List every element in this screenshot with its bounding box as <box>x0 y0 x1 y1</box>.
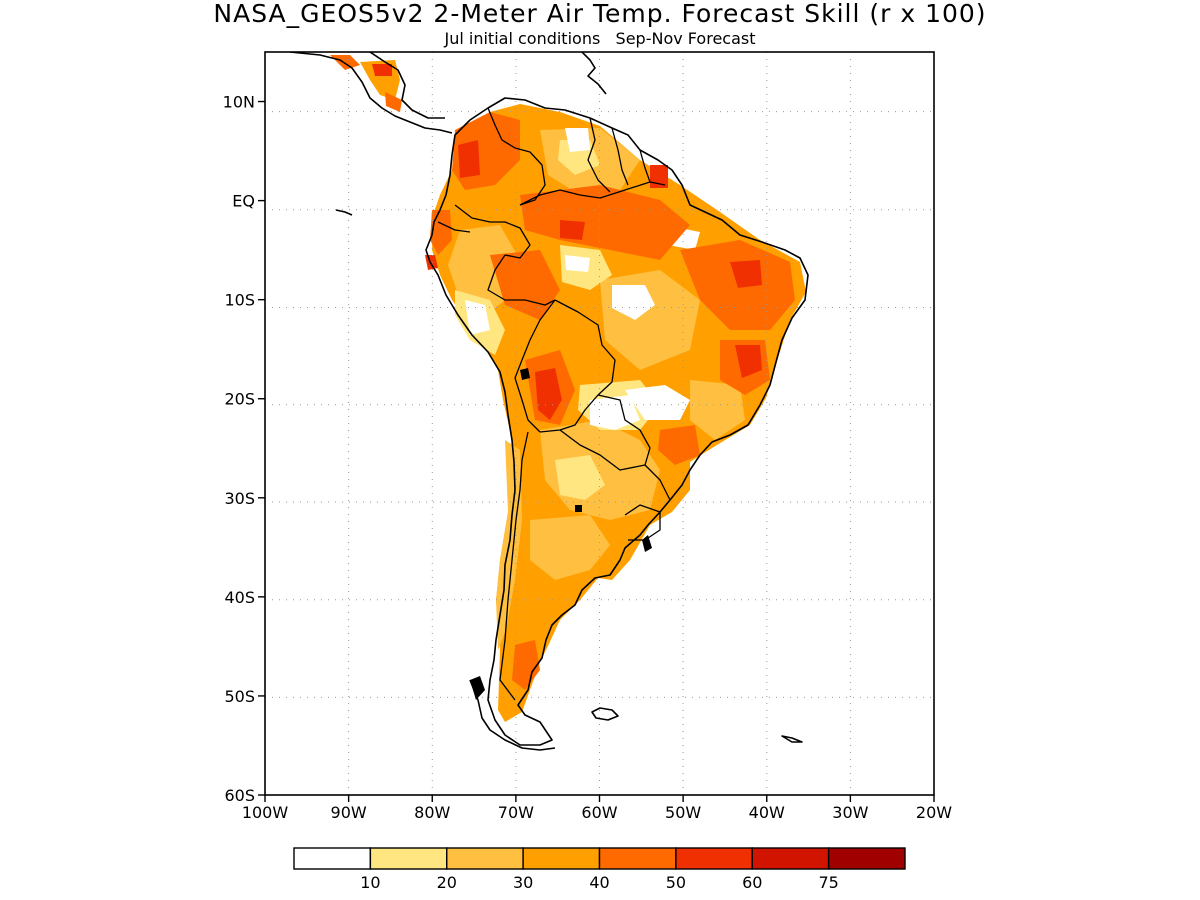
coastlines <box>289 52 809 751</box>
colorbar-legend: 10 20 30 40 50 60 75 <box>293 847 906 892</box>
lat-tick-label: 40S <box>224 588 255 607</box>
chart-subtitle: Jul initial conditions Sep-Nov Forecast <box>444 29 756 48</box>
border-argentina-brazil <box>644 464 671 501</box>
skill-region-low-2 <box>625 385 690 420</box>
coastline-south-georgia <box>781 735 803 743</box>
lon-tick-label: 40W <box>749 803 785 822</box>
border-peru-brazil <box>487 254 556 306</box>
coastline-tierra-del-fuego <box>469 679 556 751</box>
colorbar-bin <box>369 847 448 870</box>
lat-tick-label: EQ <box>232 192 255 211</box>
coastline-falklands <box>591 707 619 721</box>
colorbar-label: 60 <box>742 873 762 892</box>
longitude-axis: 100W 90W 80W 70W 60W 50W 40W 30W 20W <box>242 795 952 822</box>
lon-tick-label: 60W <box>581 803 617 822</box>
skill-region-amazon-high <box>520 185 690 260</box>
border-suriname-guiana <box>639 149 651 183</box>
lon-tick-label: 80W <box>414 803 450 822</box>
lat-tick-label: 60S <box>224 786 255 805</box>
latitude-axis: 10N EQ 10S 20S 30S 40S 50S 60S <box>223 93 265 805</box>
skill-region-low-8 <box>565 255 590 272</box>
coastline-south-america <box>425 97 809 746</box>
colorbar-label: 10 <box>360 873 380 892</box>
lon-tick-label: 20W <box>916 803 952 822</box>
colorbar-bin <box>522 847 601 870</box>
colorbar-label: 30 <box>513 873 533 892</box>
skill-region-top-5 <box>650 165 668 188</box>
colorbar-label: 75 <box>818 873 838 892</box>
lat-tick-label: 30S <box>224 489 255 508</box>
border-bolivia-brazil <box>554 299 616 396</box>
border-chile-bolivia <box>514 377 541 433</box>
colorbar-label: 40 <box>589 873 609 892</box>
skill-region-low-3 <box>612 285 655 320</box>
colorbar-bin <box>675 847 753 870</box>
skill-region-top-2 <box>735 345 762 378</box>
lat-tick-label: 10S <box>224 291 255 310</box>
colorbar-bin <box>446 847 524 870</box>
lake-chilean-archipelago <box>470 676 485 700</box>
colorbar-bin <box>293 847 372 870</box>
lat-tick-label: 20S <box>224 390 255 409</box>
border-colombia-peru <box>454 204 531 259</box>
coastline-galapagos <box>335 209 353 216</box>
border-guyana-suriname <box>611 127 629 186</box>
skill-region-low-4 <box>465 300 490 335</box>
lon-tick-label: 100W <box>242 803 289 822</box>
map-grid <box>265 52 934 795</box>
colorbar-label: 50 <box>666 873 686 892</box>
lat-tick-label: 50S <box>224 687 255 706</box>
skill-region-top-1 <box>535 368 562 420</box>
border-paraguay-brazil <box>597 394 651 466</box>
lon-tick-label: 90W <box>331 803 367 822</box>
border-brazil-north <box>519 181 666 206</box>
border-venezuela-guyana <box>587 117 611 193</box>
colorbar-label: 20 <box>437 873 457 892</box>
skill-region-se-brazil-high <box>658 425 700 465</box>
border-ecuador-peru <box>437 221 471 233</box>
skill-region-ecuador-coast <box>430 210 452 255</box>
skill-region-south-brazil-light <box>690 380 745 440</box>
skill-region-sw-amazon-high <box>490 250 560 320</box>
skill-region-low-5 <box>565 128 590 152</box>
skill-region-pampa-light <box>530 515 610 580</box>
lon-tick-label: 50W <box>665 803 701 822</box>
lon-tick-label: 30W <box>832 803 868 822</box>
colorbar-bin <box>598 847 677 870</box>
lake-mar-chiquita <box>575 505 582 512</box>
chart-title: NASA_GEOS5v2 2-Meter Air Temp. Forecast … <box>213 0 986 28</box>
border-peru-bolivia <box>514 299 556 379</box>
border-chile-argentina <box>499 431 529 701</box>
skill-region-central-america-4 <box>385 92 402 112</box>
coastline-trinidad <box>581 52 607 95</box>
border-paraguay-argentina <box>559 429 646 471</box>
border-bolivia-paraguay <box>539 394 599 433</box>
map-area <box>265 52 934 795</box>
colorbar-bin <box>827 847 906 870</box>
coastline-central-america <box>289 52 453 134</box>
lon-tick-label: 70W <box>498 803 534 822</box>
skill-region-top-6 <box>560 220 585 240</box>
coastline-central-america-north <box>369 52 445 119</box>
skill-region-central-america-3 <box>372 64 392 76</box>
lake-titicaca <box>520 368 530 380</box>
border-colombia-venezuela <box>487 107 546 206</box>
skill-region-patagonia-high <box>512 640 540 690</box>
lake-patos <box>642 535 652 552</box>
skill-region-top-3 <box>730 260 762 288</box>
skill-region-top-4 <box>458 140 480 178</box>
skill-region-chaco-pale <box>555 455 605 500</box>
lat-tick-label: 10N <box>223 93 255 112</box>
lakes <box>470 368 652 700</box>
colorbar-bin <box>751 847 830 870</box>
